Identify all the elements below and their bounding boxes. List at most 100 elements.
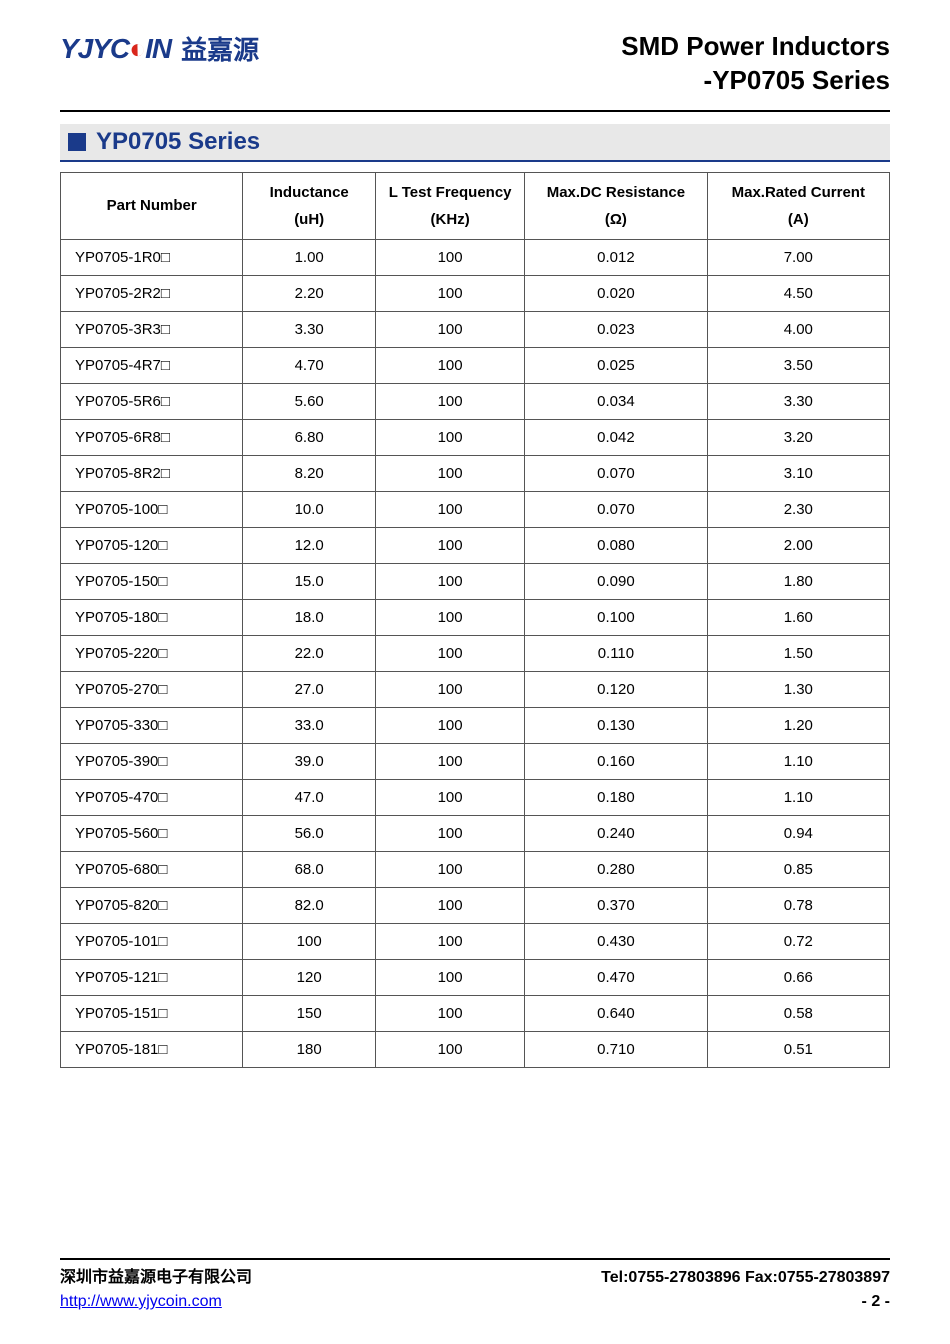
cell-dcr: 0.640: [525, 995, 707, 1031]
cell-inductance: 18.0: [243, 599, 376, 635]
cell-current: 0.58: [707, 995, 889, 1031]
cell-frequency: 100: [376, 779, 525, 815]
cell-current: 2.30: [707, 491, 889, 527]
cell-current: 3.20: [707, 419, 889, 455]
table-row: YP0705-120□12.01000.0802.00: [61, 527, 890, 563]
cell-frequency: 100: [376, 455, 525, 491]
table-row: YP0705-8R2□8.201000.0703.10: [61, 455, 890, 491]
cell-frequency: 100: [376, 491, 525, 527]
cell-current: 4.00: [707, 311, 889, 347]
cell-frequency: 100: [376, 311, 525, 347]
table-row: YP0705-101□1001000.4300.72: [61, 923, 890, 959]
table-row: YP0705-5R6□5.601000.0343.30: [61, 383, 890, 419]
footer-url-link[interactable]: http://www.yjycoin.com: [60, 1290, 222, 1314]
col-part-number: Part Number: [61, 172, 243, 239]
table-row: YP0705-220□22.01000.1101.50: [61, 635, 890, 671]
footer-rule: [60, 1258, 890, 1260]
cell-dcr: 0.160: [525, 743, 707, 779]
cell-current: 1.60: [707, 599, 889, 635]
cell-dcr: 0.012: [525, 239, 707, 275]
cell-current: 1.10: [707, 779, 889, 815]
cell-part-number: YP0705-270□: [61, 671, 243, 707]
cell-part-number: YP0705-121□: [61, 959, 243, 995]
cell-current: 3.50: [707, 347, 889, 383]
table-row: YP0705-470□47.01000.1801.10: [61, 779, 890, 815]
spec-table: Part Number Inductance(uH) L Test Freque…: [60, 172, 890, 1068]
cell-frequency: 100: [376, 815, 525, 851]
cell-inductance: 5.60: [243, 383, 376, 419]
cell-frequency: 100: [376, 635, 525, 671]
cell-inductance: 2.20: [243, 275, 376, 311]
cell-part-number: YP0705-180□: [61, 599, 243, 635]
cell-part-number: YP0705-330□: [61, 707, 243, 743]
brand-logo: YJYC◐IN 益嘉源: [60, 30, 259, 67]
cell-dcr: 0.430: [525, 923, 707, 959]
cell-inductance: 100: [243, 923, 376, 959]
cell-dcr: 0.130: [525, 707, 707, 743]
table-row: YP0705-100□10.01000.0702.30: [61, 491, 890, 527]
table-row: YP0705-680□68.01000.2800.85: [61, 851, 890, 887]
cell-dcr: 0.110: [525, 635, 707, 671]
cell-dcr: 0.070: [525, 455, 707, 491]
cell-frequency: 100: [376, 923, 525, 959]
cell-part-number: YP0705-120□: [61, 527, 243, 563]
cell-part-number: YP0705-101□: [61, 923, 243, 959]
section-heading-bar: YP0705 Series: [60, 124, 890, 162]
cell-frequency: 100: [376, 383, 525, 419]
cell-part-number: YP0705-820□: [61, 887, 243, 923]
cell-dcr: 0.090: [525, 563, 707, 599]
cell-inductance: 150: [243, 995, 376, 1031]
cell-dcr: 0.240: [525, 815, 707, 851]
cell-inductance: 27.0: [243, 671, 376, 707]
title-line-2: -YP0705 Series: [621, 64, 890, 98]
table-row: YP0705-820□82.01000.3700.78: [61, 887, 890, 923]
table-row: YP0705-150□15.01000.0901.80: [61, 563, 890, 599]
cell-frequency: 100: [376, 527, 525, 563]
doc-title: SMD Power Inductors -YP0705 Series: [621, 30, 890, 98]
cell-dcr: 0.180: [525, 779, 707, 815]
cell-inductance: 56.0: [243, 815, 376, 851]
cell-inductance: 12.0: [243, 527, 376, 563]
cell-inductance: 22.0: [243, 635, 376, 671]
cell-part-number: YP0705-560□: [61, 815, 243, 851]
table-row: YP0705-181□1801000.7100.51: [61, 1031, 890, 1067]
cell-part-number: YP0705-151□: [61, 995, 243, 1031]
cell-dcr: 0.100: [525, 599, 707, 635]
page-footer: 深圳市益嘉源电子有限公司 Tel:0755-27803896 Fax:0755-…: [60, 1258, 890, 1314]
col-rated-current: Max.Rated Current(A): [707, 172, 889, 239]
cell-dcr: 0.080: [525, 527, 707, 563]
cell-dcr: 0.023: [525, 311, 707, 347]
cell-dcr: 0.070: [525, 491, 707, 527]
cell-part-number: YP0705-220□: [61, 635, 243, 671]
footer-page-number: - 2 -: [862, 1290, 890, 1314]
cell-current: 0.72: [707, 923, 889, 959]
table-row: YP0705-151□1501000.6400.58: [61, 995, 890, 1031]
cell-part-number: YP0705-470□: [61, 779, 243, 815]
cell-part-number: YP0705-150□: [61, 563, 243, 599]
cell-frequency: 100: [376, 563, 525, 599]
cell-part-number: YP0705-4R7□: [61, 347, 243, 383]
cell-frequency: 100: [376, 599, 525, 635]
cell-inductance: 120: [243, 959, 376, 995]
cell-current: 1.10: [707, 743, 889, 779]
cell-inductance: 82.0: [243, 887, 376, 923]
cell-part-number: YP0705-5R6□: [61, 383, 243, 419]
table-row: YP0705-2R2□2.201000.0204.50: [61, 275, 890, 311]
cell-frequency: 100: [376, 995, 525, 1031]
cell-part-number: YP0705-100□: [61, 491, 243, 527]
cell-frequency: 100: [376, 887, 525, 923]
table-row: YP0705-180□18.01000.1001.60: [61, 599, 890, 635]
cell-dcr: 0.034: [525, 383, 707, 419]
table-row: YP0705-6R8□6.801000.0423.20: [61, 419, 890, 455]
cell-current: 0.78: [707, 887, 889, 923]
cell-current: 1.20: [707, 707, 889, 743]
cell-frequency: 100: [376, 707, 525, 743]
cell-inductance: 3.30: [243, 311, 376, 347]
cell-frequency: 100: [376, 743, 525, 779]
cell-inductance: 39.0: [243, 743, 376, 779]
cell-current: 0.66: [707, 959, 889, 995]
table-row: YP0705-270□27.01000.1201.30: [61, 671, 890, 707]
cell-current: 7.00: [707, 239, 889, 275]
cell-part-number: YP0705-3R3□: [61, 311, 243, 347]
cell-frequency: 100: [376, 1031, 525, 1067]
